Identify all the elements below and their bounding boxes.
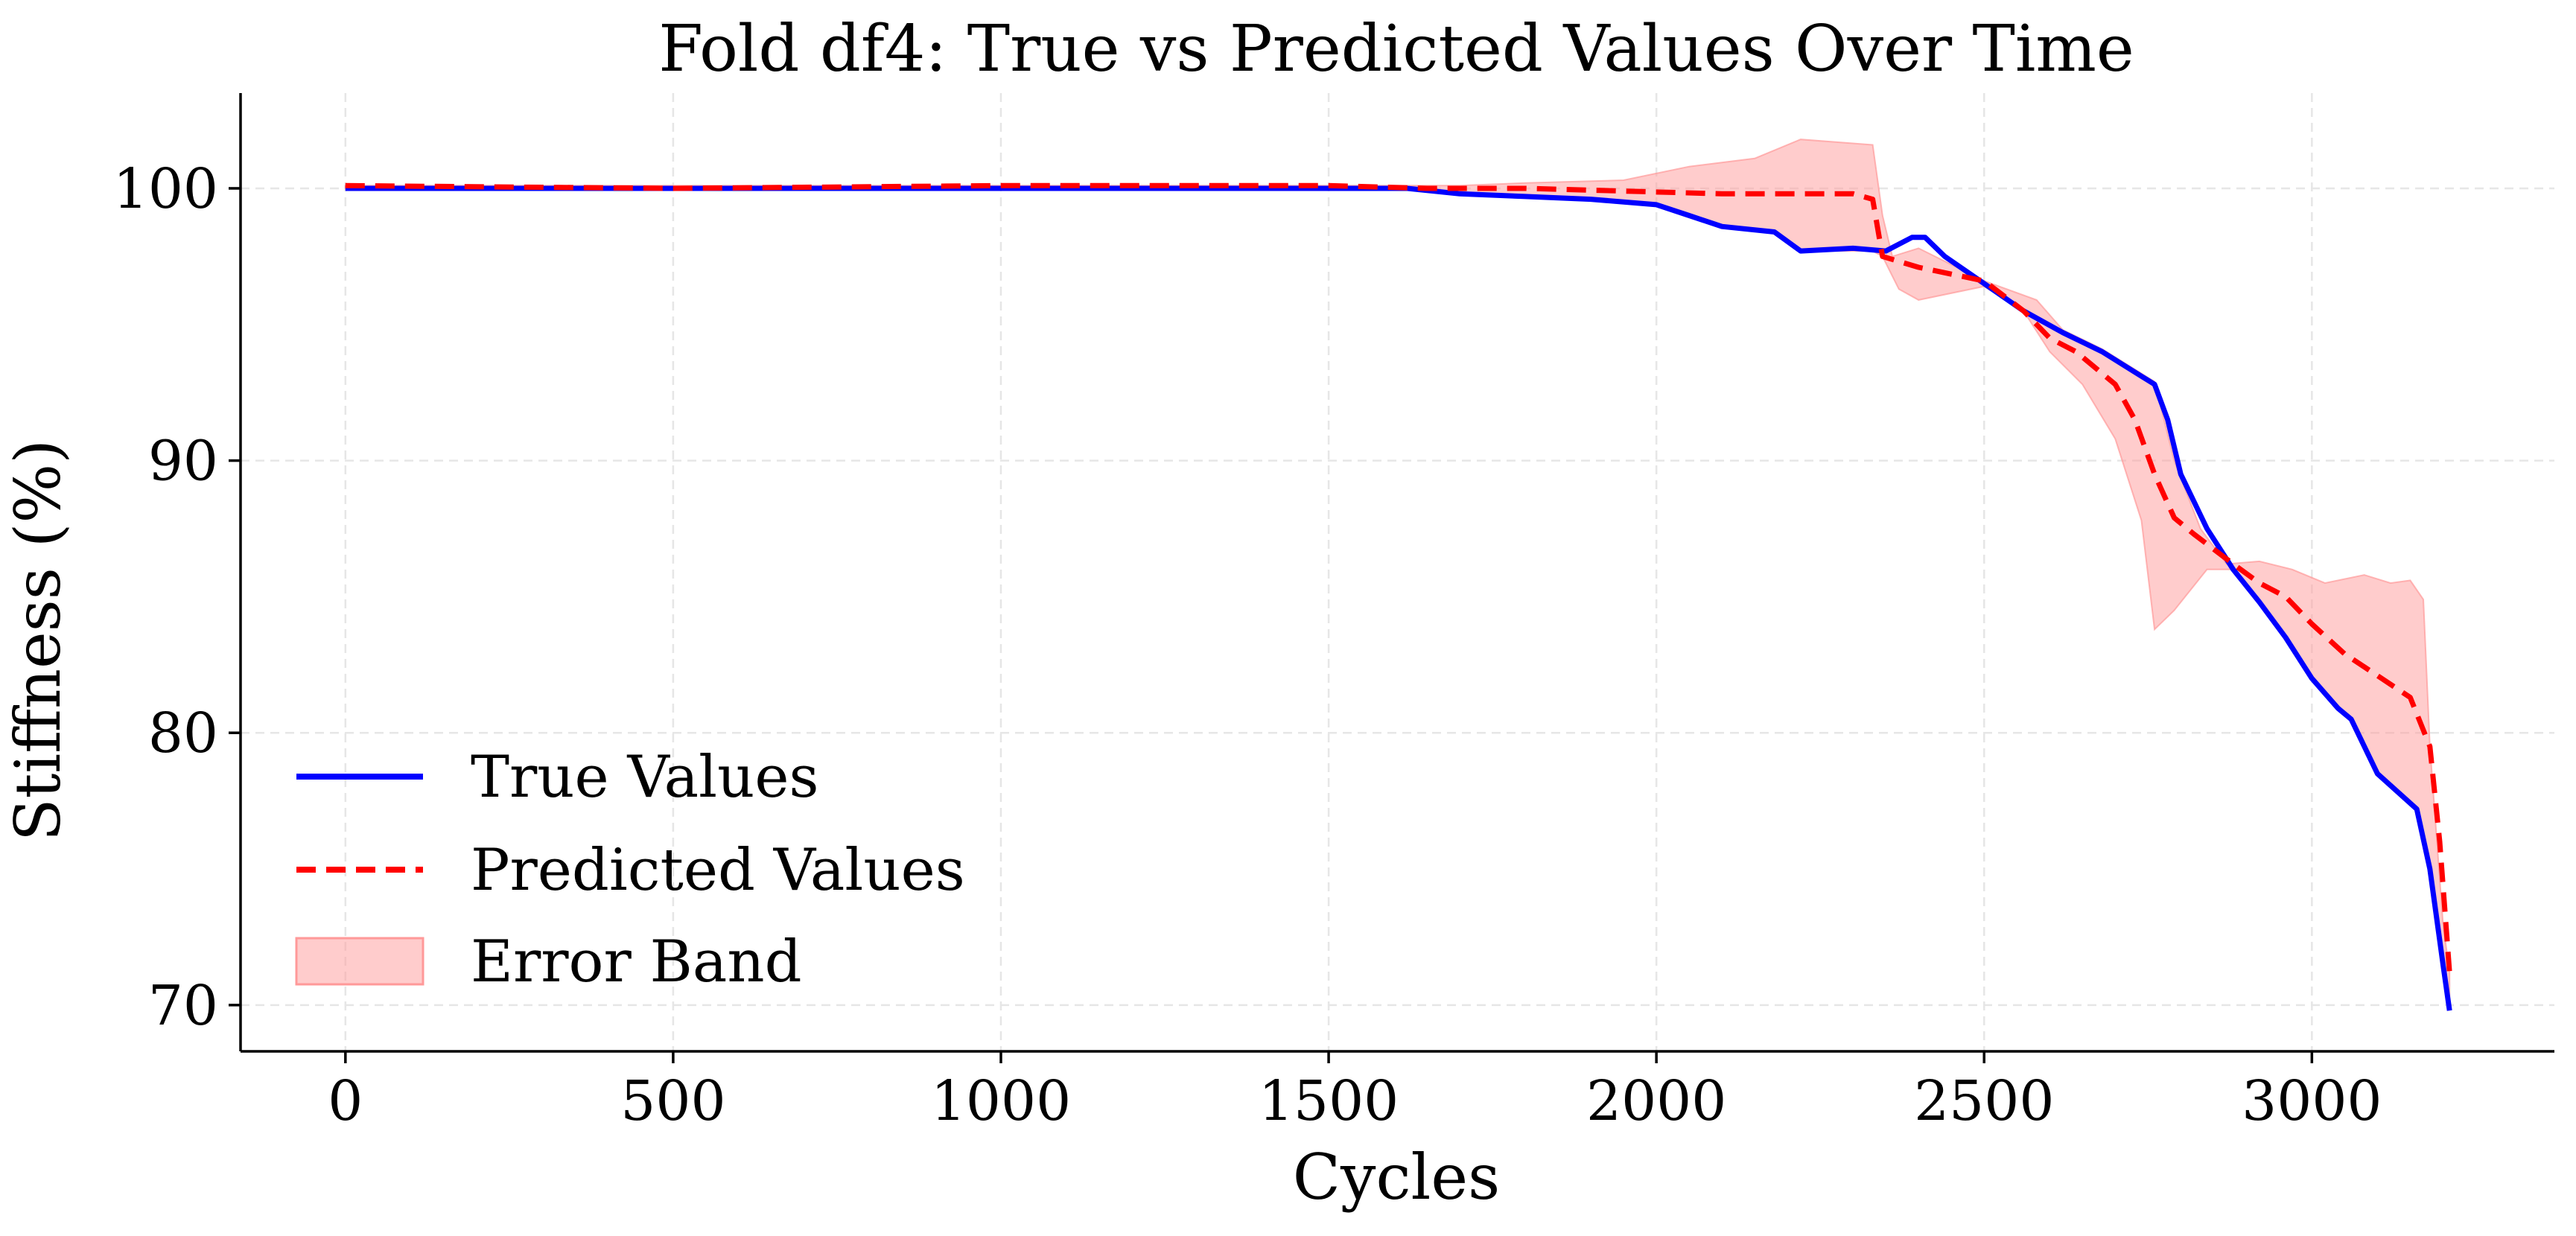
y-tick-label-70: 70 [148, 974, 218, 1038]
grid [241, 93, 2554, 1051]
x-tick-label-500: 500 [620, 1069, 725, 1133]
y-tick-label-90: 90 [148, 430, 218, 494]
legend: True Values Predicted Values Error Band [295, 744, 965, 996]
x-tick-label-1500: 1500 [1259, 1069, 1399, 1133]
chart-title: Fold df4: True vs Predicted Values Over … [658, 12, 2134, 86]
ticks: 0 500 1000 1500 2000 2500 3000 70 80 90 100 [113, 157, 2382, 1133]
y-tick-label-100: 100 [113, 157, 218, 221]
legend-label-predicted-values: Predicted Values [471, 837, 965, 904]
axes [239, 93, 2554, 1053]
series-line-predicted-values [345, 182, 2452, 973]
y-axis-label: Stiffness (%) [1, 439, 74, 841]
series-lines [345, 182, 2452, 1011]
legend-label-true-values: True Values [471, 744, 819, 811]
legend-swatch-error-band [295, 937, 424, 986]
x-tick-label-2000: 2000 [1586, 1069, 1726, 1133]
x-tick-label-1000: 1000 [931, 1069, 1071, 1133]
x-axis-label: Cycles [1293, 1141, 1500, 1214]
x-tick-label-0: 0 [328, 1069, 363, 1133]
legend-label-error-band: Error Band [471, 928, 802, 996]
x-tick-label-2500: 2500 [1914, 1069, 2054, 1133]
y-tick-label-80: 80 [148, 701, 218, 765]
x-tick-label-3000: 3000 [2242, 1069, 2382, 1133]
